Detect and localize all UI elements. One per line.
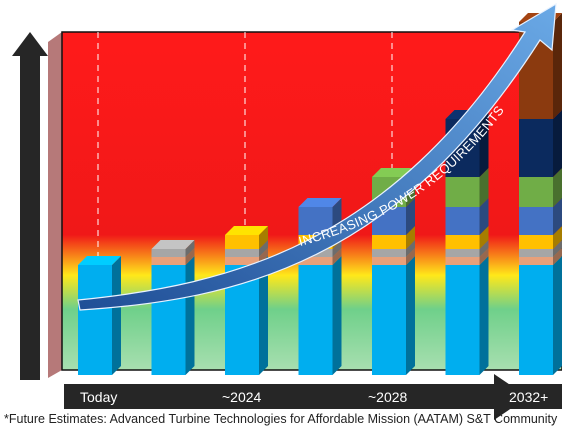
bar-segment bbox=[372, 235, 406, 249]
bar-segment-side bbox=[479, 256, 489, 375]
bar-segment bbox=[519, 119, 553, 177]
bar-segment bbox=[372, 249, 406, 257]
bar-1 bbox=[151, 240, 195, 375]
bar-segment-side bbox=[553, 198, 562, 235]
y-axis-arrowhead bbox=[12, 32, 48, 56]
footnote: *Future Estimates: Advanced Turbine Tech… bbox=[4, 412, 558, 426]
x-timeline-shaft bbox=[64, 384, 496, 409]
bar-segment-side bbox=[553, 256, 562, 375]
bar-segment bbox=[519, 207, 553, 235]
bar-segment bbox=[225, 249, 259, 257]
bar-top bbox=[225, 226, 268, 235]
bar-top bbox=[298, 198, 342, 207]
bar-segment-side bbox=[479, 198, 489, 235]
bar-segment-side bbox=[479, 226, 489, 249]
tick-label-2032: 2032+ bbox=[509, 389, 548, 405]
bar-segment bbox=[225, 235, 259, 249]
bar-segment-side bbox=[332, 240, 342, 257]
plot-back-wall-edge bbox=[48, 32, 62, 378]
bar-segment-side bbox=[479, 110, 489, 177]
bar-segment bbox=[519, 177, 553, 207]
bar-segment bbox=[519, 235, 553, 249]
bar-segment bbox=[151, 265, 186, 375]
x-timeline-tail bbox=[500, 384, 562, 409]
bar-segment bbox=[372, 257, 406, 265]
y-axis-shaft bbox=[20, 52, 40, 380]
trend-arrow bbox=[77, 2, 557, 311]
bar-top bbox=[151, 240, 195, 249]
bar-5 bbox=[445, 110, 489, 375]
bar-segment bbox=[445, 249, 480, 257]
bar-segment bbox=[445, 177, 480, 207]
tick-label-2024: ~2024 bbox=[222, 389, 262, 405]
bar-segment bbox=[298, 265, 333, 375]
tick-label-today: Today bbox=[80, 389, 117, 405]
bar-segment-side bbox=[553, 13, 562, 119]
bar-segment bbox=[445, 265, 480, 375]
bar-2 bbox=[225, 226, 268, 375]
bar-6 bbox=[519, 13, 562, 375]
bar-segment-side bbox=[259, 226, 268, 249]
bar-segment-side bbox=[406, 198, 415, 235]
bar-segment-side bbox=[553, 110, 562, 177]
bar-segment-side bbox=[332, 256, 342, 375]
bar-segment-side bbox=[185, 248, 195, 265]
bar-segment bbox=[151, 249, 186, 257]
bar-segment bbox=[372, 265, 406, 375]
bar-segment bbox=[445, 207, 480, 235]
bar-segment-side bbox=[553, 248, 562, 265]
bar-segment bbox=[78, 265, 112, 375]
bar-segment-side bbox=[332, 248, 342, 265]
bar-segment bbox=[298, 207, 333, 235]
bar-segment-side bbox=[553, 168, 562, 207]
bar-segment-side bbox=[259, 240, 268, 257]
bar-segment bbox=[225, 265, 259, 375]
bar-segment-side bbox=[479, 168, 489, 207]
bar-segment bbox=[445, 235, 480, 249]
bar-0 bbox=[78, 256, 121, 375]
bar-segment-side bbox=[553, 240, 562, 257]
y-axis-label: Electrical Power Demand bbox=[0, 132, 17, 300]
bar-segment-side bbox=[406, 240, 415, 257]
bar-segment-side bbox=[479, 240, 489, 257]
bar-segment-side bbox=[406, 226, 415, 249]
bar-segment-side bbox=[185, 240, 195, 257]
bar-segment-side bbox=[185, 256, 195, 375]
bar-segment bbox=[225, 257, 259, 265]
bar-segment bbox=[519, 265, 553, 375]
bar-segment bbox=[519, 249, 553, 257]
bar-segment bbox=[445, 257, 480, 265]
tick-label-2028: ~2028 bbox=[368, 389, 408, 405]
bar-segment-side bbox=[479, 248, 489, 265]
bar-segment-side bbox=[553, 226, 562, 249]
bar-segment bbox=[519, 257, 553, 265]
bar-segment-side bbox=[406, 256, 415, 375]
bar-segment-side bbox=[112, 256, 121, 375]
bar-segment-side bbox=[259, 256, 268, 375]
bar-top bbox=[78, 256, 121, 265]
bar-segment-side bbox=[406, 248, 415, 265]
bar-segment bbox=[151, 257, 186, 265]
